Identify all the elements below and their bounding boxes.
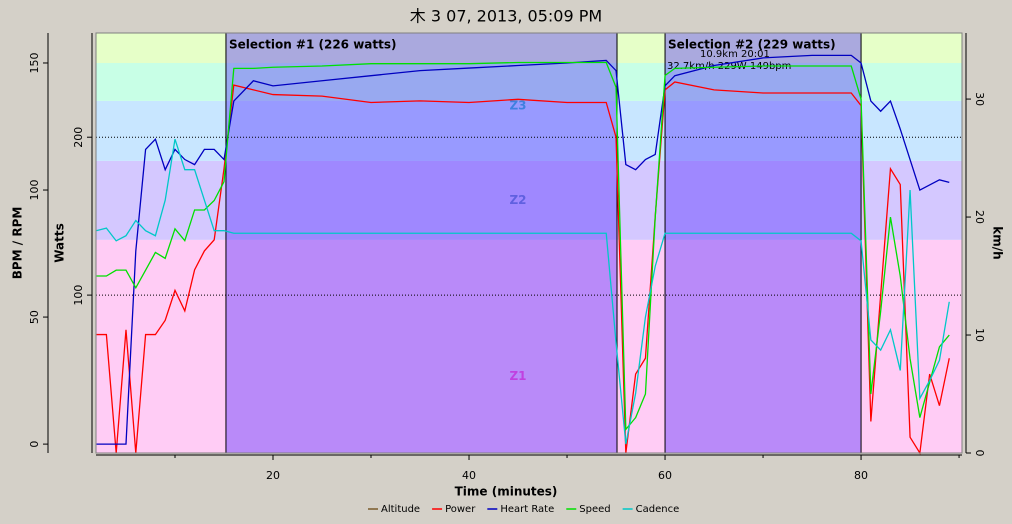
zone-band — [96, 33, 962, 63]
x-axis-label: Time (minutes) — [455, 485, 558, 499]
zone-label: Z3 — [509, 98, 526, 112]
legend-label: Heart Rate — [500, 504, 554, 515]
annotation: 10.9km 20:01 — [700, 49, 770, 60]
y2-axis-label: Watts — [53, 223, 67, 263]
zone-band — [96, 160, 962, 240]
legend-label: Power — [445, 504, 476, 515]
x-tick-label: 80 — [854, 469, 868, 482]
y3-axis-label: km/h — [991, 226, 1005, 259]
selection-label: Selection #1 (226 watts) — [229, 38, 397, 52]
y-tick-label: 10 — [973, 328, 986, 342]
selection — [225, 32, 618, 454]
plot-border — [95, 32, 963, 454]
zone-label: Z1 — [509, 369, 526, 383]
legend-label: Cadence — [636, 504, 680, 515]
zone-band — [96, 100, 962, 161]
y-tick-label: 30 — [973, 92, 986, 106]
legend-label: Speed — [579, 504, 610, 515]
series-line — [96, 139, 950, 445]
zone-band — [96, 239, 962, 453]
chart-title: 木 3 07, 2013, 05:09 PM — [410, 7, 602, 26]
zone-label: Z2 — [509, 193, 526, 207]
y-tick-label: 200 — [72, 127, 85, 148]
selection — [664, 32, 862, 454]
y-tick-label: 150 — [28, 52, 41, 73]
y-tick-label: 0 — [973, 450, 986, 457]
selection-label: Selection #2 (229 watts) — [668, 38, 836, 52]
legend-label: Altitude — [381, 504, 420, 515]
x-tick-label: 60 — [658, 469, 672, 482]
x-tick-label: 40 — [462, 469, 476, 482]
y-tick-label: 0 — [28, 441, 41, 448]
y-tick-label: 50 — [28, 310, 41, 324]
x-tick-label: 20 — [266, 469, 280, 482]
series-line — [96, 61, 950, 432]
y-axis-label: BPM / RPM — [11, 207, 25, 280]
y-tick-label: 100 — [72, 285, 85, 306]
y-tick-label: 100 — [28, 180, 41, 201]
y-tick-label: 20 — [973, 210, 986, 224]
